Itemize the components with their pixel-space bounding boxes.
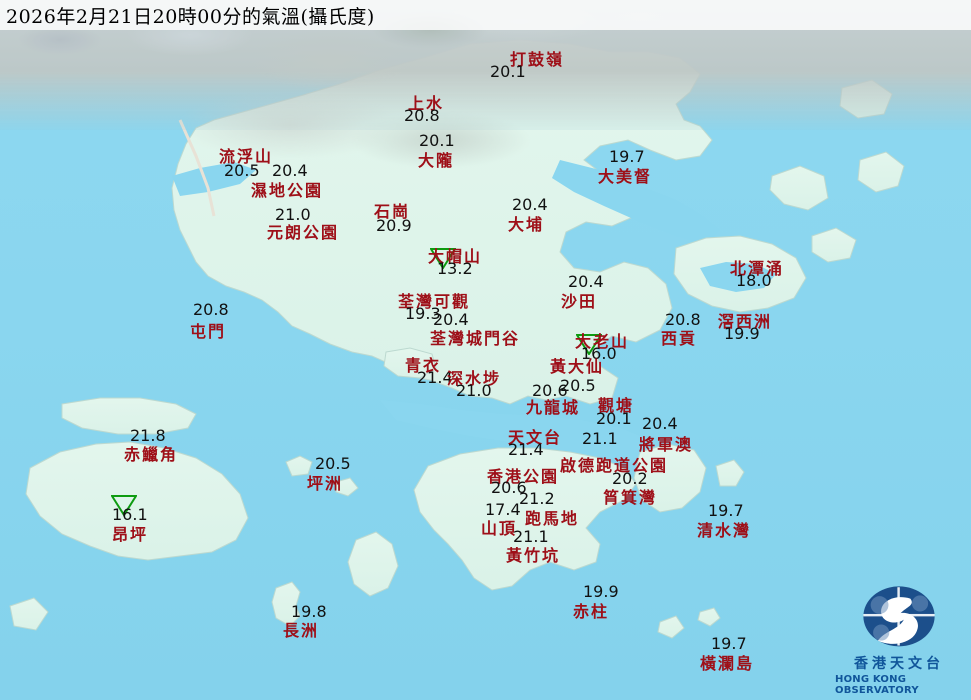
station-name: 深水埗	[447, 369, 502, 388]
station-temperature-value: 21.4	[417, 368, 453, 387]
station-name: 屯門	[190, 322, 227, 341]
station-marker-triangle	[110, 495, 138, 517]
station-name: 大埔	[508, 215, 545, 234]
station-name: 上水	[408, 94, 445, 113]
hko-logo-icon	[863, 586, 935, 647]
station-temperature-value: 20.2	[612, 469, 648, 488]
station-name: 荃灣可觀	[398, 292, 471, 311]
station-name: 跑馬地	[525, 509, 580, 528]
station-temperature-value: 13.2	[437, 259, 473, 278]
station-name: 荃灣城門谷	[430, 329, 521, 348]
station-temperature-value: 20.8	[665, 310, 701, 329]
station-name: 赤鱲角	[124, 445, 179, 464]
station-name: 啟德跑道公園	[560, 456, 669, 475]
station-name: 西貢	[661, 329, 698, 348]
station-name: 橫瀾島	[700, 654, 755, 673]
station-temperature-value: 20.4	[512, 195, 548, 214]
station-name: 山頂	[481, 519, 518, 538]
hko-logo: 香港天文台 HONG KONG OBSERVATORY	[835, 584, 963, 696]
station-name: 赤柱	[573, 602, 610, 621]
station-temperature-value: 20.5	[560, 376, 596, 395]
station-name: 天文台	[508, 428, 563, 447]
station-temperature-value: 19.7	[711, 634, 747, 653]
station-marker-triangle	[575, 334, 603, 356]
station-name: 九龍城	[526, 398, 581, 417]
station-temperature-value: 17.4	[485, 500, 521, 519]
station-temperature-value: 20.6	[491, 478, 527, 497]
station-name: 濕地公園	[251, 181, 324, 200]
station-name: 大隴	[418, 151, 455, 170]
station-temperature-value: 21.4	[508, 440, 544, 459]
station-temperature-value: 16.1	[112, 505, 148, 524]
station-temperature-value: 20.1	[596, 409, 632, 428]
station-temperature-value: 20.4	[433, 310, 469, 329]
station-name: 石崗	[374, 202, 411, 221]
station-name: 青衣	[405, 356, 442, 375]
station-name: 將軍澳	[639, 435, 694, 454]
station-temperature-value: 20.8	[193, 300, 229, 319]
station-name: 香港公園	[487, 467, 560, 486]
station-temperature-value: 20.1	[419, 131, 455, 150]
station-name: 北潭涌	[730, 259, 785, 278]
station-name: 清水灣	[697, 521, 752, 540]
station-name: 長洲	[283, 621, 320, 640]
station-name: 坪洲	[307, 474, 344, 493]
station-temperature-value: 19.7	[609, 147, 645, 166]
station-temperature-value: 20.9	[376, 216, 412, 235]
station-temperature-value: 19.9	[724, 324, 760, 343]
station-name: 黃竹坑	[506, 546, 561, 565]
station-name: 昂坪	[112, 525, 149, 544]
station-name: 黃大仙	[550, 357, 605, 376]
station-temperature-value: 19.8	[291, 602, 327, 621]
station-temperature-value: 20.5	[315, 454, 351, 473]
station-name: 元朗公園	[267, 223, 340, 242]
satellite-imagery-secondary	[140, 95, 560, 215]
title-bar: 2026年2月21日20時00分的氣溫(攝氏度)	[0, 0, 971, 30]
station-name: 打鼓嶺	[510, 50, 565, 69]
station-name: 滘西洲	[718, 312, 773, 331]
logo-name-en: HONG KONG OBSERVATORY	[835, 674, 919, 696]
station-temperature-value: 19.3	[405, 304, 441, 323]
station-temperature-value: 20.5	[224, 161, 260, 180]
station-temperature-value: 21.2	[519, 489, 555, 508]
logo-name-cn: 香港天文台	[854, 656, 944, 672]
station-name: 沙田	[561, 292, 598, 311]
station-name: 大帽山	[428, 247, 483, 266]
station-temperature-value: 21.1	[582, 429, 618, 448]
station-name: 大美督	[598, 167, 653, 186]
station-temperature-value: 21.0	[456, 381, 492, 400]
station-temperature-value: 21.1	[513, 527, 549, 546]
station-temperature-value: 18.0	[736, 271, 772, 290]
station-temperature-value: 20.4	[642, 414, 678, 433]
station-temperature-value: 20.1	[490, 62, 526, 81]
station-temperature-value: 20.6	[532, 381, 568, 400]
station-name: 觀塘	[598, 396, 635, 415]
station-temperature-value: 19.7	[708, 501, 744, 520]
station-temperature-value: 20.8	[404, 106, 440, 125]
station-temperature-value: 21.0	[275, 205, 311, 224]
station-name: 筲箕灣	[603, 488, 658, 507]
page-title: 2026年2月21日20時00分的氣溫(攝氏度)	[6, 5, 375, 28]
station-temperature-value: 20.4	[568, 272, 604, 291]
station-temperature-value: 20.4	[272, 161, 308, 180]
station-temperature-value: 16.0	[581, 344, 617, 363]
station-name: 大老山	[575, 332, 630, 351]
station-marker-triangle	[429, 248, 457, 270]
station-name: 流浮山	[219, 147, 274, 166]
station-temperature-value: 19.9	[583, 582, 619, 601]
station-temperature-value: 21.8	[130, 426, 166, 445]
